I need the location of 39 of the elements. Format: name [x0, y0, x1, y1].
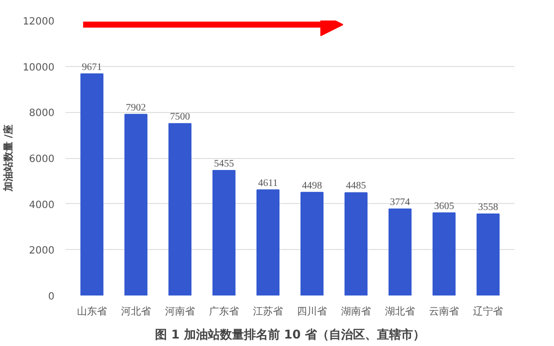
x-tick-label: 广东省: [208, 306, 239, 318]
y-axis-title: 加油站数量 /座: [2, 124, 15, 193]
x-tick-label: 辽宁省: [473, 306, 504, 318]
data-label: 7902: [126, 102, 146, 114]
y-tick-label: 10000: [22, 62, 54, 74]
x-tick-label: 湖北省: [385, 306, 416, 318]
data-label: 4611: [258, 178, 278, 189]
bar: [388, 208, 412, 296]
y-tick-label: 4000: [29, 200, 55, 211]
data-label: 3774: [390, 197, 410, 208]
data-label: 9671: [82, 62, 102, 73]
caption: 图 1 加油站数量排名前 10 省（自治区、直辖市）: [155, 328, 425, 342]
bar: [212, 170, 236, 296]
bar: [168, 123, 192, 296]
x-tick-label: 山东省: [76, 306, 107, 318]
data-label: 4498: [302, 180, 322, 192]
y-tick-label: 12000: [22, 16, 54, 28]
bar: [476, 213, 500, 296]
x-tick-label: 湖南省: [341, 306, 372, 318]
bar: [80, 73, 104, 296]
y-tick-label: 6000: [29, 154, 55, 165]
y-tick-label: 2000: [29, 246, 55, 257]
y-tick-label: 0: [48, 292, 55, 302]
x-tick-label: 河北省: [120, 306, 151, 318]
bar: [256, 189, 280, 296]
y-tick-label: 8000: [29, 108, 55, 120]
bar: [344, 192, 368, 296]
data-label: 7500: [170, 112, 190, 123]
data-label: 3605: [434, 200, 454, 212]
bar: [300, 192, 324, 296]
data-label: 5455: [214, 158, 234, 170]
bar: [124, 114, 148, 296]
x-tick-label: 河南省: [164, 306, 195, 318]
x-tick-label: 四川省: [297, 306, 328, 318]
bar: [432, 212, 456, 296]
x-tick-label: 江苏省: [252, 306, 283, 318]
data-label: 4485: [346, 180, 366, 192]
data-label: 3558: [478, 202, 498, 213]
x-tick-label: 云南省: [429, 306, 460, 318]
